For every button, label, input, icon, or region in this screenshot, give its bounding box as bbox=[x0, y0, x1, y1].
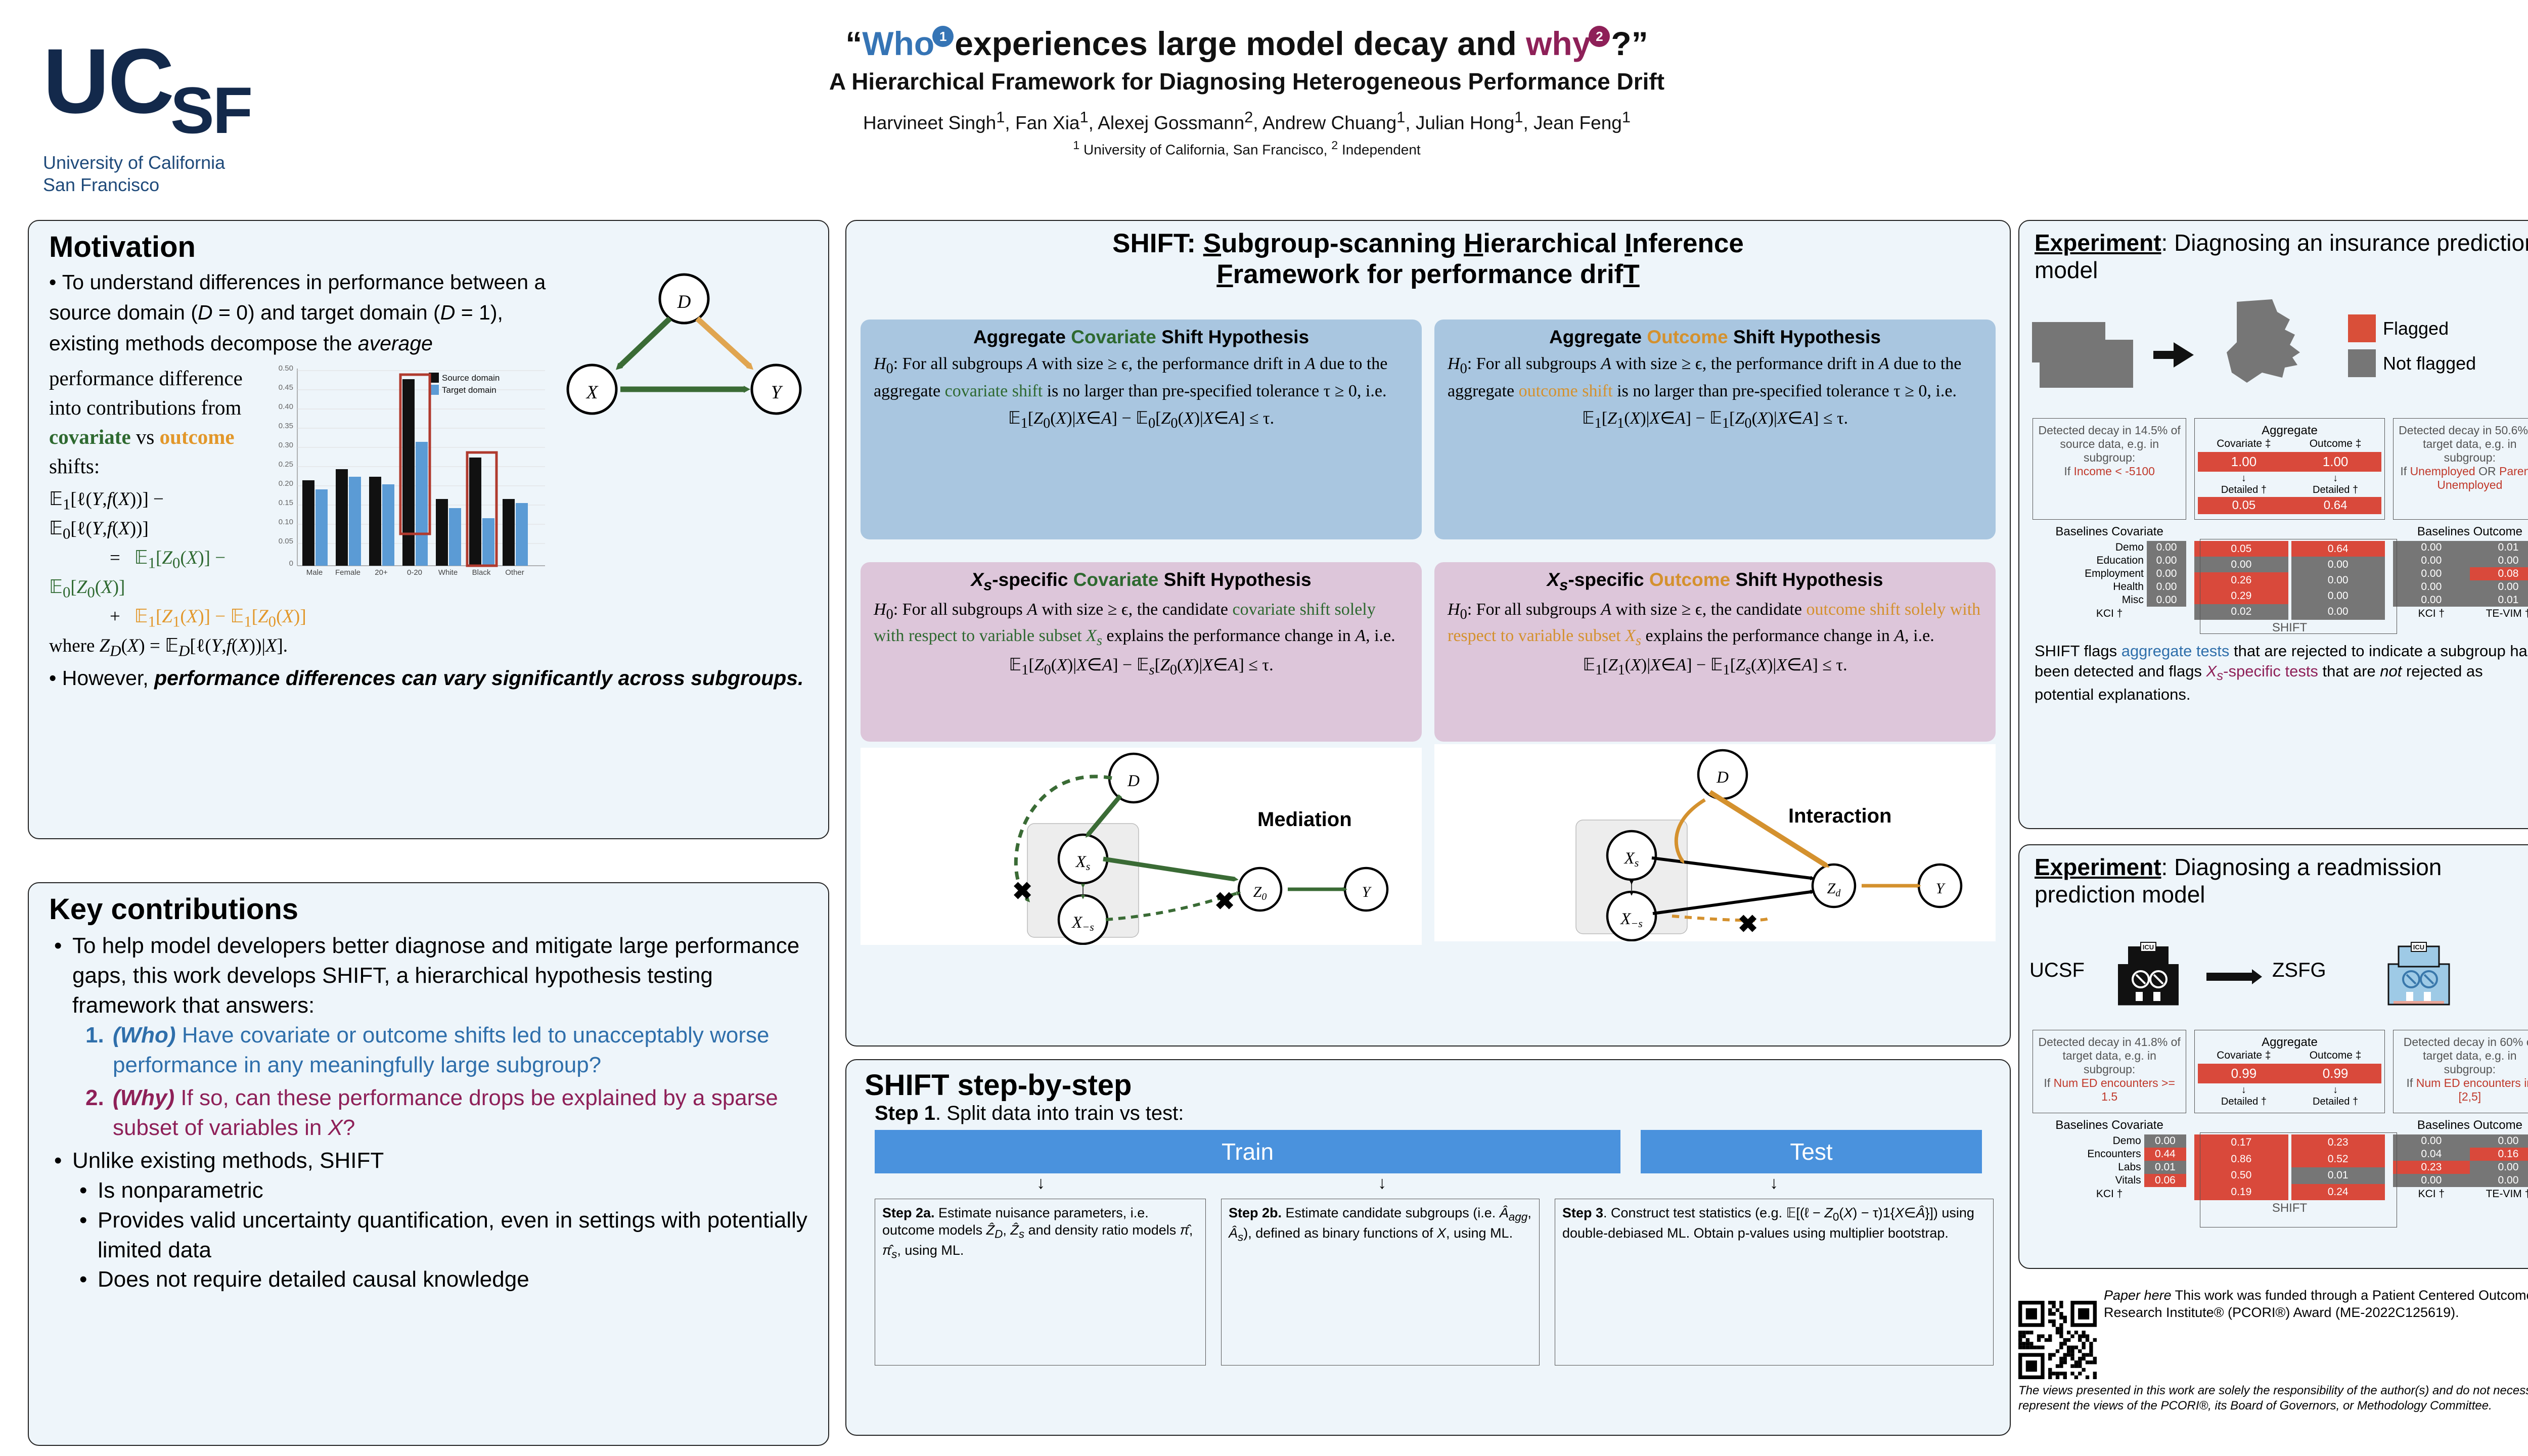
svg-text:Source domain: Source domain bbox=[442, 373, 500, 383]
svg-text:0.45: 0.45 bbox=[279, 383, 293, 392]
svg-text:0.20: 0.20 bbox=[279, 479, 293, 488]
svg-text:Target domain: Target domain bbox=[442, 385, 496, 395]
svg-text:0.50: 0.50 bbox=[279, 364, 293, 373]
svg-text:Black: Black bbox=[472, 568, 491, 577]
svg-text:0.05: 0.05 bbox=[279, 537, 293, 545]
svg-text:D: D bbox=[1716, 768, 1729, 787]
svg-text:✖: ✖ bbox=[1012, 878, 1032, 905]
svg-text:✖: ✖ bbox=[1214, 888, 1235, 915]
svg-text:Male: Male bbox=[306, 568, 323, 577]
svg-text:0.30: 0.30 bbox=[279, 441, 293, 449]
svg-text:0.15: 0.15 bbox=[279, 498, 293, 507]
svg-text:0.35: 0.35 bbox=[279, 422, 293, 430]
svg-text:Female: Female bbox=[335, 568, 360, 577]
svg-text:20+: 20+ bbox=[375, 568, 388, 577]
svg-text:0.40: 0.40 bbox=[279, 402, 293, 411]
svg-text:Mediation: Mediation bbox=[1257, 808, 1352, 831]
svg-text:0: 0 bbox=[289, 559, 293, 568]
svg-text:ICU: ICU bbox=[2143, 943, 2154, 951]
svg-text:D: D bbox=[1127, 772, 1140, 790]
svg-text:White: White bbox=[438, 568, 458, 577]
svg-text:Other: Other bbox=[505, 568, 524, 577]
svg-text:X: X bbox=[585, 382, 599, 403]
svg-text:D: D bbox=[677, 292, 691, 312]
svg-text:Interaction: Interaction bbox=[1788, 805, 1891, 827]
svg-text:0.25: 0.25 bbox=[279, 460, 293, 469]
svg-text:0-20: 0-20 bbox=[407, 568, 422, 577]
svg-text:✖: ✖ bbox=[1738, 911, 1758, 938]
svg-text:0.10: 0.10 bbox=[279, 518, 293, 526]
svg-text:ICU: ICU bbox=[2413, 943, 2424, 951]
svg-text:Y: Y bbox=[771, 382, 783, 403]
